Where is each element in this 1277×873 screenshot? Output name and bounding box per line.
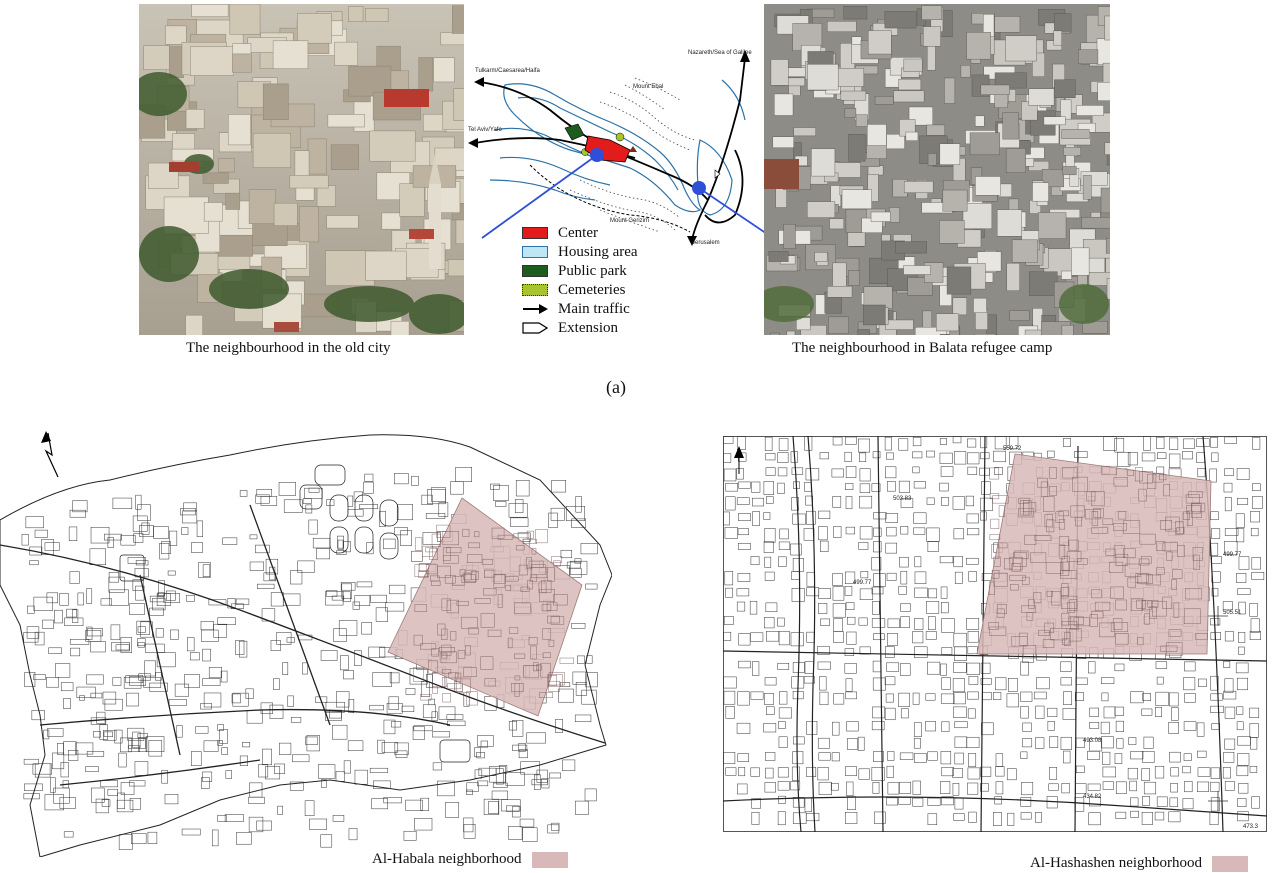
housing-swatch xyxy=(522,246,548,258)
balata-caption: The neighbourhood in Balata refugee camp xyxy=(792,340,1053,356)
balata-camp-photo-image xyxy=(764,4,1110,335)
legend-traffic-label: Main traffic xyxy=(558,300,630,317)
legend-cemeteries-label: Cemeteries xyxy=(558,281,626,298)
al-hashashen-map: 499.77 503.83 499.77 505.51 493.08 473.3… xyxy=(723,436,1267,832)
svg-text:503.83: 503.83 xyxy=(893,496,912,502)
cemeteries-swatch xyxy=(522,284,548,296)
svg-text:493.08: 493.08 xyxy=(1083,738,1102,744)
legend-housing: Housing area xyxy=(522,243,638,261)
legend-park: Public park xyxy=(522,262,627,280)
label-tulkarm: Tulkarm/Caesarea/Haifa xyxy=(475,68,540,74)
svg-text:434.82: 434.82 xyxy=(1083,794,1102,800)
al-habala-legend: Al-Habala neighborhood xyxy=(372,851,568,868)
al-habala-legend-label: Al-Habala neighborhood xyxy=(372,851,522,867)
al-hashashen-legend-label: Al-Hashashen neighborhood xyxy=(1030,855,1203,871)
al-hashashen-legend: Al-Hashashen neighborhood xyxy=(1030,855,1249,872)
legend-extension-label: Extension xyxy=(558,319,618,336)
legend-center-label: Center xyxy=(558,224,598,241)
park-swatch xyxy=(522,265,548,277)
panel-label-a: (a) xyxy=(606,377,626,397)
label-mount-ebal: Mount Ebal xyxy=(633,84,663,90)
balata-marker xyxy=(692,181,706,195)
al-hashashen-swatch xyxy=(1212,855,1249,872)
legend-extension: Extension xyxy=(522,319,618,337)
old-city-photo xyxy=(139,4,464,335)
al-habala-highlight xyxy=(387,497,583,717)
label-mount-gerizim: Mount Gerizim xyxy=(610,218,649,224)
label-tel-aviv: Tel Aviv/Yafo xyxy=(468,127,502,133)
north-arrow-icon xyxy=(734,446,744,474)
svg-text:499.77: 499.77 xyxy=(853,580,872,586)
legend-park-label: Public park xyxy=(558,262,627,279)
old-city-photo-image xyxy=(139,4,464,335)
al-hashashen-highlight xyxy=(976,453,1212,655)
svg-text:473.3: 473.3 xyxy=(1243,824,1259,830)
old-city-caption: The neighbourhood in the old city xyxy=(186,340,391,356)
old-city-marker xyxy=(590,148,604,162)
center-swatch xyxy=(522,227,548,239)
nablus-location-map: Tulkarm/Caesarea/Haifa Tel Aviv/Yafo Mou… xyxy=(468,50,752,246)
arrow-right-icon xyxy=(523,304,548,314)
svg-text:505.51: 505.51 xyxy=(1223,610,1242,616)
legend-traffic: Main traffic xyxy=(522,300,630,318)
svg-text:559.72: 559.72 xyxy=(1003,446,1022,452)
svg-text:499.77: 499.77 xyxy=(1223,552,1242,558)
label-jerusalem: Jerusalem xyxy=(692,240,720,246)
label-nazareth: Nazareth/Sea of Galilee xyxy=(688,50,752,56)
legend-center: Center xyxy=(522,224,598,242)
legend-cemeteries: Cemeteries xyxy=(522,281,625,299)
al-habala-swatch xyxy=(531,851,568,868)
extension-arrow-icon xyxy=(522,322,548,334)
legend-housing-label: Housing area xyxy=(558,243,638,260)
north-arrow-icon xyxy=(41,431,59,478)
al-habala-map xyxy=(0,431,612,857)
public-park-area xyxy=(564,123,585,141)
balata-camp-photo xyxy=(764,4,1110,335)
